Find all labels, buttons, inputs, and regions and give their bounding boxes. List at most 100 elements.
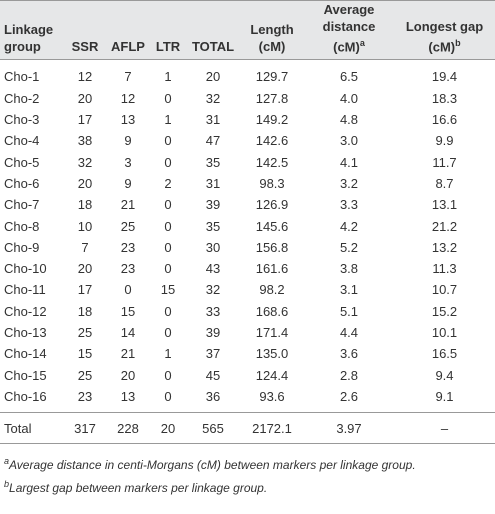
table-cell: 18.3 xyxy=(431,90,458,106)
table-cell: 0 xyxy=(164,303,172,319)
footnote-text: Average distance in centi-Morgans (cM) b… xyxy=(9,458,416,473)
header-cell: LTR xyxy=(150,0,186,61)
table-cell: 2.6 xyxy=(304,385,394,414)
table-cell: 8.7 xyxy=(435,175,454,191)
table-cell: 16.5 xyxy=(431,346,458,362)
table-cell: 38 xyxy=(77,133,93,149)
table-cell: 126.9 xyxy=(255,197,289,213)
header-text: SSR xyxy=(71,39,99,55)
table-row: Cho-10 20 23 0 43 161.6 3.8 11.3 xyxy=(0,258,495,279)
total-cell: Total xyxy=(0,412,64,445)
total-cell: 317 xyxy=(64,412,106,445)
total-cell: 2172.1 xyxy=(240,412,304,445)
table-cell: 11.3 xyxy=(432,261,457,277)
header-cell: Length (cM) xyxy=(240,0,304,61)
table-cell: 32 xyxy=(205,90,221,106)
table-cell: 15 xyxy=(77,346,93,362)
table-cell: 0 xyxy=(164,239,172,255)
table-cell: 145.6 xyxy=(255,218,289,234)
table-cell: 4.0 xyxy=(339,90,359,106)
table-cell: 10 xyxy=(77,218,93,234)
table-cell: 20 xyxy=(77,261,93,277)
table-cell: 156.8 xyxy=(255,239,289,255)
table-cell: 4.1 xyxy=(339,154,359,170)
table-cell: 7 xyxy=(124,69,132,85)
table-cell: 17 xyxy=(77,112,93,128)
footnotes: aAverage distance in centi-Morgans (cM) … xyxy=(0,444,495,498)
table-cell: 0 xyxy=(164,154,172,170)
total-cell: 20 xyxy=(150,412,186,445)
header-cell: Average distance (cM)a xyxy=(304,0,394,61)
table-cell: 0 xyxy=(164,90,172,106)
table-cell: 39 xyxy=(205,197,221,213)
table-cell: 3.6 xyxy=(339,346,359,362)
table-cell: 124.4 xyxy=(255,367,289,383)
table-cell: Cho-9 xyxy=(4,239,40,255)
table-cell: 7 xyxy=(81,239,89,255)
table-row: Cho-9 7 23 0 30 156.8 5.2 13.2 xyxy=(0,237,495,258)
header-text: Length (cM) xyxy=(250,22,294,55)
total-cell: 565 xyxy=(186,412,240,445)
table-cell: 1 xyxy=(164,346,172,362)
table-cell: 12 xyxy=(77,69,93,85)
table-row: Cho-16 23 13 0 36 93.6 2.6 9.1 xyxy=(0,385,495,414)
table-cell: 37 xyxy=(205,346,221,362)
table-cell: 13 xyxy=(106,385,150,414)
footnote: bLargest gap between markers per linkage… xyxy=(4,475,491,498)
table-row: Cho-15 25 20 0 45 124.4 2.8 9.4 xyxy=(0,364,495,385)
table-cell: 135.0 xyxy=(255,346,289,362)
table-cell: 0 xyxy=(164,133,172,149)
table-cell: 9.4 xyxy=(435,367,454,383)
table-cell: 5.1 xyxy=(339,303,359,319)
table-cell: 31 xyxy=(205,112,221,128)
table-cell: 10.1 xyxy=(431,325,458,341)
table-cell: 23 xyxy=(64,385,106,414)
table-cell: 3.3 xyxy=(339,197,359,213)
table-total: Total 317 228 20 565 2172.1 3.97– xyxy=(0,412,495,445)
table-cell: 12 xyxy=(120,90,136,106)
table-row: Cho-4 38 9 0 47 142.6 3.0 9.9 xyxy=(0,130,495,151)
table-cell: 19.4 xyxy=(431,69,458,85)
table-cell: 32 xyxy=(77,154,93,170)
table-cell: 31 xyxy=(205,175,221,191)
table-cell: Cho-2 xyxy=(4,90,40,106)
footnote-mark: a xyxy=(4,456,10,467)
table-row: Cho-3 17 13 1 31 149.2 4.8 16.6 xyxy=(0,109,495,130)
table-cell: 23 xyxy=(120,261,136,277)
table-cell: 15 xyxy=(160,282,176,298)
table-cell: 21 xyxy=(120,197,136,213)
table-cell: 9 xyxy=(124,175,132,191)
table-cell: 20 xyxy=(77,90,93,106)
table-cell: 15.2 xyxy=(431,303,458,319)
table-cell: 0 xyxy=(124,282,132,298)
total-cell: 3.97 xyxy=(304,412,394,445)
table-row: Cho-1 12 7 1 20 129.7 6.5 19.4 xyxy=(0,60,495,88)
header-text: TOTAL xyxy=(191,39,235,55)
table-cell: 171.4 xyxy=(255,325,289,341)
table-cell: 142.5 xyxy=(255,154,289,170)
table-cell: Cho-6 xyxy=(4,175,40,191)
table-cell: 0 xyxy=(164,325,172,341)
table-cell: 168.6 xyxy=(255,303,289,319)
table-row: Cho-5 32 3 0 35 142.5 4.1 11.7 xyxy=(0,152,495,173)
table-cell: 1 xyxy=(164,69,172,85)
footnote: aAverage distance in centi-Morgans (cM) … xyxy=(4,452,491,475)
footnote-text: Largest gap between markers per linkage … xyxy=(9,481,268,496)
table-cell: 13.1 xyxy=(431,197,458,213)
table-cell: 98.3 xyxy=(259,175,285,191)
table-cell: 3 xyxy=(124,154,132,170)
table-cell: 21 xyxy=(120,346,136,362)
table-cell: Cho-16 xyxy=(0,385,64,414)
table-cell: Cho-1 xyxy=(4,69,40,85)
total-cell: – xyxy=(394,412,495,445)
table-cell: 21.2 xyxy=(431,218,458,234)
table-cell: 18 xyxy=(77,197,93,213)
table-cell: 127.8 xyxy=(255,90,289,106)
table-cell: 2 xyxy=(164,175,172,191)
table-row: Cho-8 10 25 0 35 145.6 4.2 21.2 xyxy=(0,215,495,236)
header-cell: Longest gap (cM)b xyxy=(394,0,495,61)
table-cell: Cho-4 xyxy=(4,133,40,149)
table-body: Cho-1 12 7 1 20 129.7 6.5 19.4 Cho-2 20 12 0 32 127.8… xyxy=(0,60,495,414)
data-table: Linkage group SSR AFLP LTR TOTAL Length (cM) A… xyxy=(0,0,495,445)
header-text: Average distance (cM) xyxy=(322,2,376,55)
